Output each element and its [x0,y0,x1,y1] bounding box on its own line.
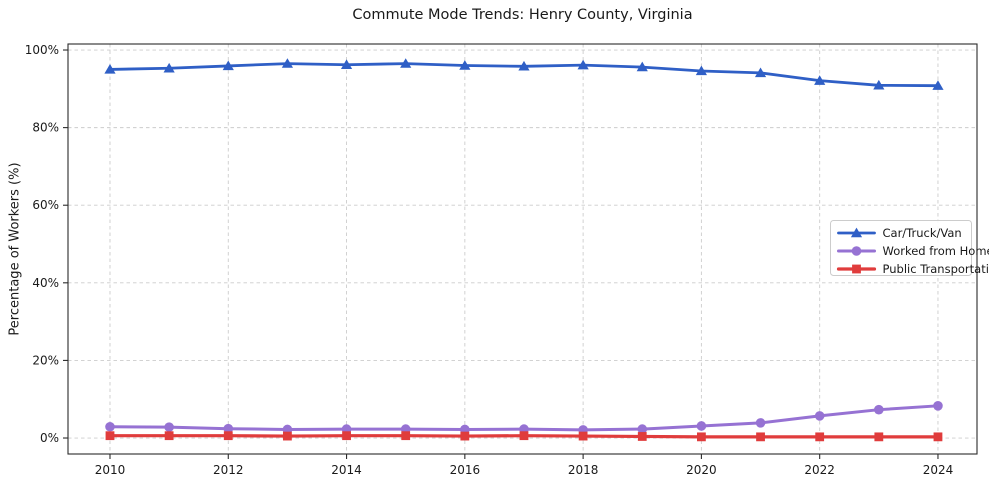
y-tick-label: 20% [32,353,59,367]
x-tick-label: 2024 [923,463,954,477]
data-point-car-truck-van [932,80,944,90]
x-tick-label: 2010 [95,463,126,477]
legend-marker-car-truck-van [850,227,863,238]
x-tick-label: 2014 [331,463,362,477]
chart-title: Commute Mode Trends: Henry County, Virgi… [352,7,693,23]
x-tick-label: 2022 [804,463,835,477]
data-point-worked-from-home [105,421,115,432]
legend-marker-worked-from-home [851,246,862,256]
data-point-public-transportation [342,431,351,441]
data-point-worked-from-home [696,421,707,431]
data-point-public-transportation [874,432,884,442]
data-point-public-transportation [105,431,115,441]
data-point-car-truck-van [459,60,471,70]
data-point-car-truck-van [104,64,116,74]
legend-label-car-truck-van: Car/Truck/Van [883,226,962,240]
y-tick-label: 80% [32,121,59,135]
x-tick-label: 2016 [450,463,481,477]
data-point-car-truck-van [814,75,826,85]
plot-border [67,43,978,455]
data-point-worked-from-home [874,404,884,415]
y-tick-label: 0% [40,431,59,445]
data-point-public-transportation [164,431,174,441]
x-tick-label: 2018 [568,463,599,477]
legend-label-public-transportation: Public Transportation [883,262,989,276]
data-point-car-truck-van [281,58,294,68]
data-point-car-truck-van [518,60,530,71]
data-point-worked-from-home [637,424,648,434]
data-point-public-transportation [223,431,233,441]
data-point-worked-from-home [933,401,943,411]
y-tick-label: 100% [25,43,59,57]
data-point-public-transportation [933,432,943,442]
legend-label-worked-from-home: Worked from Home [883,244,989,258]
data-point-car-truck-van [400,58,412,68]
legend-marker-public-transportation [852,264,861,274]
data-point-public-transportation [460,431,470,441]
data-point-worked-from-home [164,422,174,432]
data-point-car-truck-van [577,59,589,70]
data-point-car-truck-van [754,67,767,78]
x-tick-label: 2012 [213,463,244,477]
data-point-public-transportation [519,431,529,441]
data-point-car-truck-van [695,65,708,76]
data-point-public-transportation [756,432,765,442]
y-tick-label: 60% [32,198,59,212]
data-point-car-truck-van [340,59,353,69]
data-point-worked-from-home [814,411,825,421]
data-point-worked-from-home [223,423,234,434]
data-point-car-truck-van [163,62,175,73]
data-point-public-transportation [815,432,825,442]
y-axis-label: Percentage of Workers (%) [7,162,23,336]
data-point-public-transportation [283,431,292,441]
data-point-car-truck-van [873,79,885,90]
data-point-worked-from-home [755,418,766,428]
data-point-public-transportation [697,432,706,442]
data-point-public-transportation [401,431,411,441]
data-point-public-transportation [578,431,588,441]
x-tick-label: 2020 [686,463,717,477]
data-point-public-transportation [637,432,647,441]
y-tick-label: 40% [32,276,59,290]
data-point-car-truck-van [636,61,648,72]
data-point-car-truck-van [222,60,234,71]
